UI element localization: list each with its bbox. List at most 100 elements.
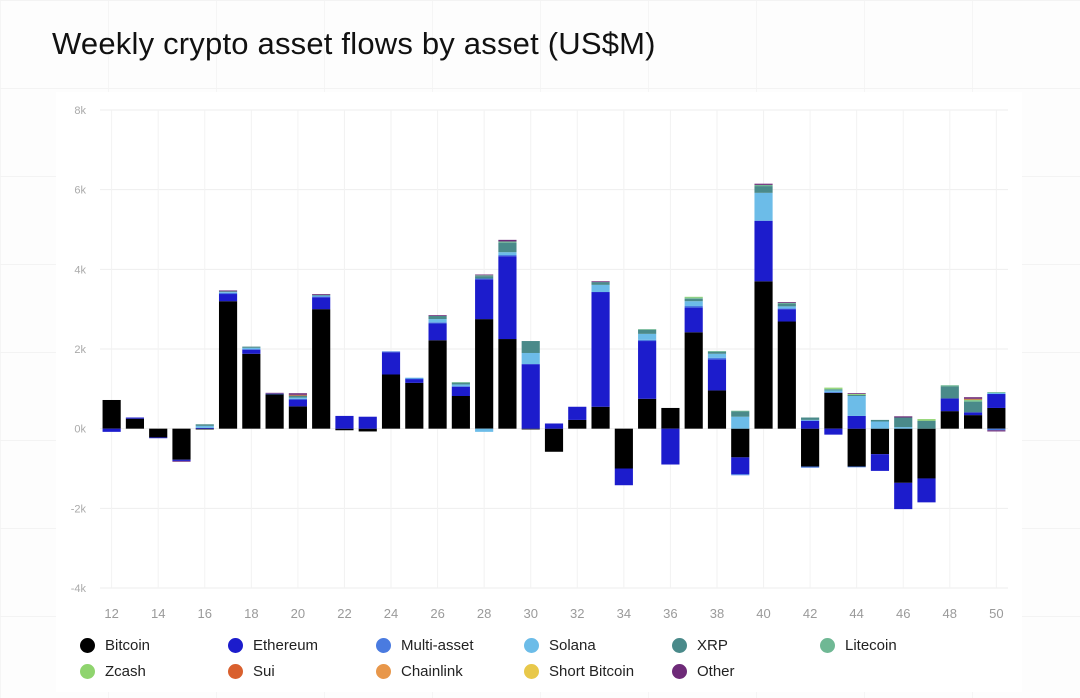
bar-segment-ethereum: [521, 364, 540, 429]
bar-segment-ethereum: [195, 427, 214, 429]
bar-segment-other: [288, 393, 307, 395]
bar-segment-ethereum: [707, 359, 727, 391]
bar-segment-bitcoin: [218, 301, 238, 429]
bar-segment-xrp: [638, 329, 657, 334]
x-tick-label: 16: [198, 606, 212, 621]
bar-segment-xrp: [940, 386, 959, 399]
bar-segment-multi-asset: [638, 339, 657, 342]
bar-segment-ethereum: [638, 341, 657, 399]
bar-segment-bitcoin: [265, 394, 284, 429]
x-tick-label: 18: [244, 606, 258, 621]
legend-swatch: [820, 637, 835, 653]
y-tick-label: -2k: [71, 503, 87, 515]
bar-segment-bitcoin: [125, 418, 145, 429]
legend-item: Sui: [228, 659, 275, 683]
x-tick-label: 12: [104, 606, 118, 621]
bar-segment-ethereum: [125, 417, 145, 419]
bar-segment-xrp: [591, 282, 610, 285]
bar-segment-xrp: [731, 411, 750, 417]
bar-segment-zcash: [824, 387, 843, 389]
bar-segment-ethereum: [591, 292, 610, 407]
bar-segment-litecoin: [498, 241, 517, 243]
bar-segment-ethereum: [381, 352, 401, 375]
bar-segment-xrp: [754, 186, 773, 193]
legend-item: Short Bitcoin: [524, 659, 634, 683]
bar-segment-xrp: [475, 276, 494, 279]
legend-item: XRP: [672, 633, 728, 657]
bar-segment-multi-asset: [731, 474, 750, 476]
bar-segment-bitcoin: [381, 374, 401, 429]
bar-segment-ethereum: [568, 406, 587, 420]
y-tick-label: 0k: [74, 424, 86, 436]
bar-segment-bitcoin: [731, 428, 750, 458]
bar-segment-solana: [451, 384, 470, 387]
bar-segment-multi-asset: [987, 428, 1006, 431]
legend-swatch: [80, 663, 95, 679]
bar-segment-litecoin: [987, 392, 1006, 393]
bar-segment-multi-asset: [218, 292, 238, 295]
bar-segment-ethereum: [242, 349, 261, 354]
bar-segment-zcash: [684, 296, 703, 298]
bar-segment-bitcoin: [195, 428, 214, 430]
bar-segment-other: [428, 315, 447, 316]
bar-segment-ethereum: [847, 415, 866, 429]
bar-segment-ethereum: [288, 399, 307, 407]
bar-segment-multi-asset: [381, 351, 401, 353]
bar-segment-solana: [801, 419, 820, 421]
bar-segment-other: [218, 290, 238, 292]
bar-segment-other: [777, 301, 796, 303]
bar-segment-ethereum: [684, 307, 703, 333]
legend-item: Litecoin: [820, 633, 897, 657]
bar-segment-ethereum: [149, 437, 168, 439]
legend-swatch: [672, 663, 687, 679]
bar-segment-solana: [824, 390, 843, 393]
bar-segment-bitcoin: [568, 419, 587, 429]
legend-item: Solana: [524, 633, 596, 657]
bar-segment-xrp: [312, 294, 331, 296]
bar-segment-multi-asset: [498, 254, 517, 257]
bar-segment-multi-asset: [475, 278, 494, 280]
bar-segment-bitcoin: [824, 392, 843, 429]
bar-segment-bitcoin: [102, 399, 121, 429]
x-tick-label: 22: [337, 606, 351, 621]
bar-segment-multi-asset: [312, 296, 331, 298]
bar-segment-ethereum: [731, 457, 750, 475]
legend-label: Zcash: [105, 662, 146, 680]
legend-label: XRP: [697, 636, 728, 654]
legend-item: Other: [672, 659, 735, 683]
bar-segment-solana: [731, 416, 750, 429]
bar-segment-bitcoin: [335, 428, 354, 431]
bar-segment-multi-asset: [824, 392, 843, 393]
bar-segment-ethereum: [312, 297, 331, 310]
bar-segment-solana: [405, 377, 424, 379]
bar-segment-other: [172, 460, 191, 462]
bar-segment-xrp: [288, 395, 307, 398]
legend-label: Chainlink: [401, 662, 463, 680]
bar-segment-bitcoin: [591, 406, 610, 429]
bar-segment-xrp: [242, 346, 261, 348]
bar-segment-litecoin: [684, 297, 703, 299]
bar-segment-solana: [894, 427, 913, 429]
chart-panel: -4k -2k 0k 2k 4k 6k 8k 12 14 16 18 20 22 24 26 28 30 32 34…: [56, 92, 1022, 692]
bar-segment-bitcoin: [614, 428, 633, 469]
bar-segment-ethereum: [754, 220, 773, 282]
bar-segment-solana: [754, 192, 773, 221]
stacked-bar-chart: -4k -2k 0k 2k 4k 6k 8k 12 14 16 18 20 22 24 26 28 30 32 34…: [71, 105, 1008, 621]
bar-segment-ethereum: [218, 294, 238, 302]
bar-segment-solana: [475, 428, 494, 432]
x-tick-label: 48: [943, 606, 957, 621]
y-tick-label: 6k: [74, 185, 86, 197]
bar-segment-xrp: [451, 382, 470, 385]
bar-segment-ethereum: [544, 423, 564, 429]
bar-segment-solana: [987, 392, 1006, 395]
x-tick-label: 28: [477, 606, 491, 621]
bar-segment-other: [963, 397, 983, 399]
bar-segment-xrp: [894, 417, 913, 428]
bar-segment-bitcoin: [963, 415, 983, 429]
legend-item: Bitcoin: [80, 633, 150, 657]
legend-item: Multi-asset: [376, 633, 474, 657]
legend-label: Sui: [253, 662, 275, 680]
bar-segment-xrp: [428, 315, 447, 320]
bar-segment-xrp: [777, 303, 796, 307]
